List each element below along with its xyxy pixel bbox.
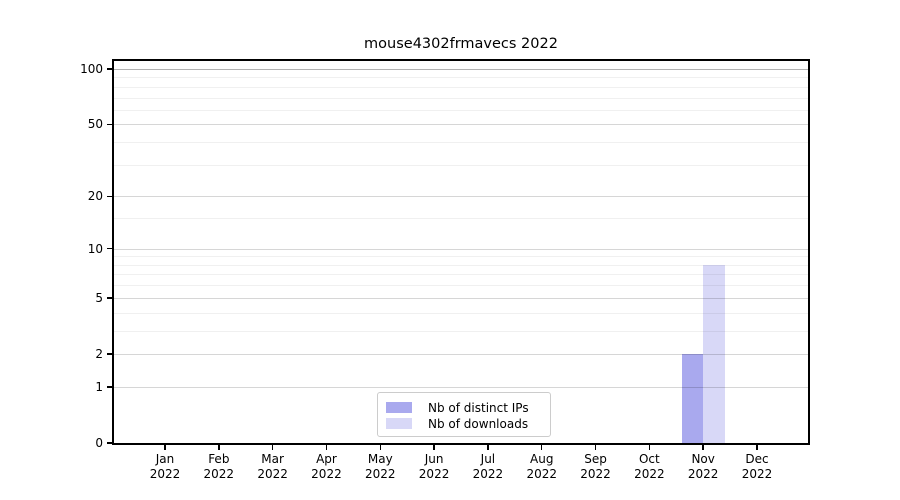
x-tick-label: Apr 2022: [294, 452, 358, 482]
x-tick: [433, 445, 435, 450]
gridline-minor: [114, 256, 808, 258]
x-tick-year: 2022: [687, 467, 719, 481]
gridline-major: [114, 248, 808, 250]
x-tick-month: Aug: [530, 452, 554, 466]
x-tick-label: Jul 2022: [456, 452, 520, 482]
gridline-major: [114, 196, 808, 198]
x-tick-year: 2022: [526, 467, 557, 481]
y-tick: [107, 247, 112, 250]
y-tick-label: 1: [95, 379, 103, 394]
x-tick: [702, 445, 704, 450]
gridline-minor: [114, 77, 808, 79]
legend-item-distinct-ips: Nb of distinct IPs: [386, 400, 542, 415]
gridline-minor: [114, 330, 808, 332]
y-tick-label: 100: [80, 62, 103, 76]
x-tick-label: Feb 2022: [187, 452, 251, 482]
x-tick: [756, 445, 758, 450]
bar-downloads: [703, 264, 725, 443]
x-tick-label: Sep 2022: [564, 452, 628, 482]
x-tick-month: Mar: [261, 452, 284, 466]
legend-label-distinct-ips: Nb of distinct IPs: [428, 400, 529, 415]
x-tick-label: Jan 2022: [133, 452, 197, 482]
gridline-minor: [114, 97, 808, 99]
x-tick-month: Jan: [155, 452, 175, 466]
x-tick-year: 2022: [580, 467, 611, 481]
x-tick-year: 2022: [634, 467, 665, 481]
x-tick: [540, 445, 543, 450]
gridline-minor: [114, 109, 808, 111]
x-tick-label: Mar 2022: [241, 452, 305, 482]
x-tick-month: Sep: [584, 452, 607, 466]
gridline-major: [114, 297, 808, 299]
chart-title: mouse4302frmavecs 2022: [364, 36, 558, 52]
x-tick: [271, 445, 274, 450]
x-tick-year: 2022: [311, 467, 342, 481]
x-tick: [648, 445, 651, 450]
x-tick-month: Apr: [316, 452, 337, 466]
x-tick-label: May 2022: [348, 452, 412, 482]
x-tick-label: Nov 2022: [671, 452, 735, 482]
x-tick-year: 2022: [257, 467, 288, 481]
gridline-minor: [114, 142, 808, 144]
x-tick: [379, 445, 382, 450]
x-tick: [487, 445, 489, 450]
x-tick-year: 2022: [203, 467, 235, 481]
legend: Nb of distinct IPs Nb of downloads: [377, 392, 551, 437]
y-tick: [107, 442, 112, 444]
x-tick-month: Nov: [691, 452, 715, 466]
y-tick-label: 0: [95, 436, 103, 450]
x-tick-year: 2022: [364, 467, 396, 481]
x-tick: [164, 445, 166, 450]
y-tick: [107, 353, 112, 355]
x-tick-label: Aug 2022: [510, 452, 574, 482]
x-tick-label: Jun 2022: [402, 452, 466, 482]
bar-distinct-ips: [681, 353, 704, 443]
y-tick: [107, 195, 112, 198]
x-tick-year: 2022: [418, 467, 450, 481]
x-tick: [218, 445, 220, 450]
gridline-major: [114, 353, 808, 355]
x-tick-label: Dec 2022: [725, 452, 789, 482]
x-tick-month: Jul: [480, 452, 496, 466]
x-tick: [325, 445, 328, 450]
legend-label-downloads: Nb of downloads: [428, 416, 529, 431]
gridline-major: [114, 124, 808, 126]
y-tick: [107, 297, 112, 299]
gridline-minor: [114, 312, 808, 314]
gridline-minor: [114, 285, 808, 287]
gridline-minor: [114, 164, 808, 166]
gridline-minor: [114, 86, 808, 88]
y-tick-label: 5: [95, 290, 103, 305]
legend-swatch-downloads: [386, 418, 412, 429]
y-tick: [107, 68, 112, 70]
x-tick-month: Oct: [638, 452, 660, 466]
y-tick: [107, 386, 112, 388]
x-tick-label: Oct 2022: [617, 452, 681, 482]
x-tick-month: Jun: [424, 452, 444, 466]
gridline-minor: [114, 264, 808, 266]
legend-swatch-distinct-ips: [386, 402, 412, 413]
gridline-major: [114, 69, 808, 70]
x-tick-year: 2022: [149, 467, 181, 481]
legend-item-downloads: Nb of downloads: [386, 416, 542, 431]
x-tick-month: Dec: [745, 452, 769, 466]
y-tick: [107, 123, 112, 126]
gridline-major: [114, 386, 808, 388]
y-tick-label: 10: [87, 241, 103, 256]
y-tick-label: 20: [87, 189, 103, 204]
x-tick-year: 2022: [472, 467, 504, 481]
gridline-minor: [114, 218, 808, 220]
y-tick-label: 2: [95, 346, 103, 361]
gridline-minor: [114, 274, 808, 276]
x-tick-month: Feb: [208, 452, 230, 466]
y-tick-label: 50: [87, 117, 103, 132]
x-tick-year: 2022: [741, 467, 773, 481]
x-tick: [594, 445, 597, 450]
x-tick-month: May: [367, 452, 393, 466]
